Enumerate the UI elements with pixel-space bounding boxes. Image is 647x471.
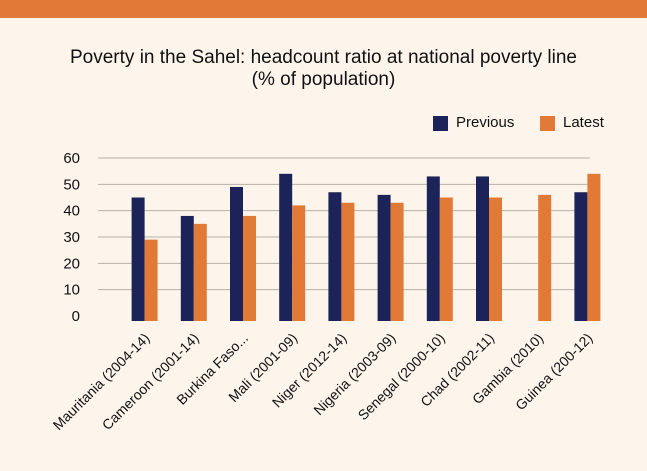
bar-previous [574, 192, 588, 321]
bar-previous [377, 194, 391, 321]
bar-previous [279, 173, 293, 321]
chart-title: Poverty in the Sahel: headcount ratio at… [0, 47, 647, 91]
x-category-label: Senegal (2000-10) [355, 330, 448, 423]
y-tick-label: 50 [63, 176, 80, 193]
y-tick-label: 30 [63, 229, 80, 246]
bar-latest [489, 197, 502, 321]
bar-latest [390, 202, 404, 321]
x-category-label: Cameroon (2001-14) [99, 330, 202, 433]
bar-previous [230, 186, 243, 321]
bar-latest [341, 202, 355, 321]
bar-latest [538, 194, 552, 321]
chart-subtitle: (% of population) [251, 69, 396, 90]
bar-latest [193, 223, 207, 321]
legend-swatch-previous [433, 116, 448, 131]
y-tick-label: 10 [63, 282, 80, 299]
bar-latest [144, 239, 158, 321]
y-tick-label: 0 [72, 308, 80, 325]
bar-latest [439, 197, 453, 321]
bar-previous [476, 176, 489, 321]
x-category-label: Mauritania (2004-14) [50, 330, 153, 433]
y-tick-label: 60 [63, 150, 80, 167]
bar-latest [292, 205, 306, 321]
y-tick-label: 20 [63, 255, 80, 272]
chart-title-line: Poverty in the Sahel: headcount ratio at… [70, 47, 577, 68]
legend-label-latest: Latest [563, 114, 604, 131]
y-tick-label: 40 [63, 203, 80, 220]
legend-label-previous: Previous [456, 114, 515, 131]
bar-previous [131, 197, 145, 321]
bar-previous [328, 192, 342, 321]
bar-latest [587, 173, 601, 321]
bar-previous [426, 176, 440, 321]
legend-swatch-latest [540, 116, 555, 131]
bar-previous [180, 215, 194, 321]
top-accent-bar [0, 0, 647, 18]
bar-latest [243, 215, 256, 321]
